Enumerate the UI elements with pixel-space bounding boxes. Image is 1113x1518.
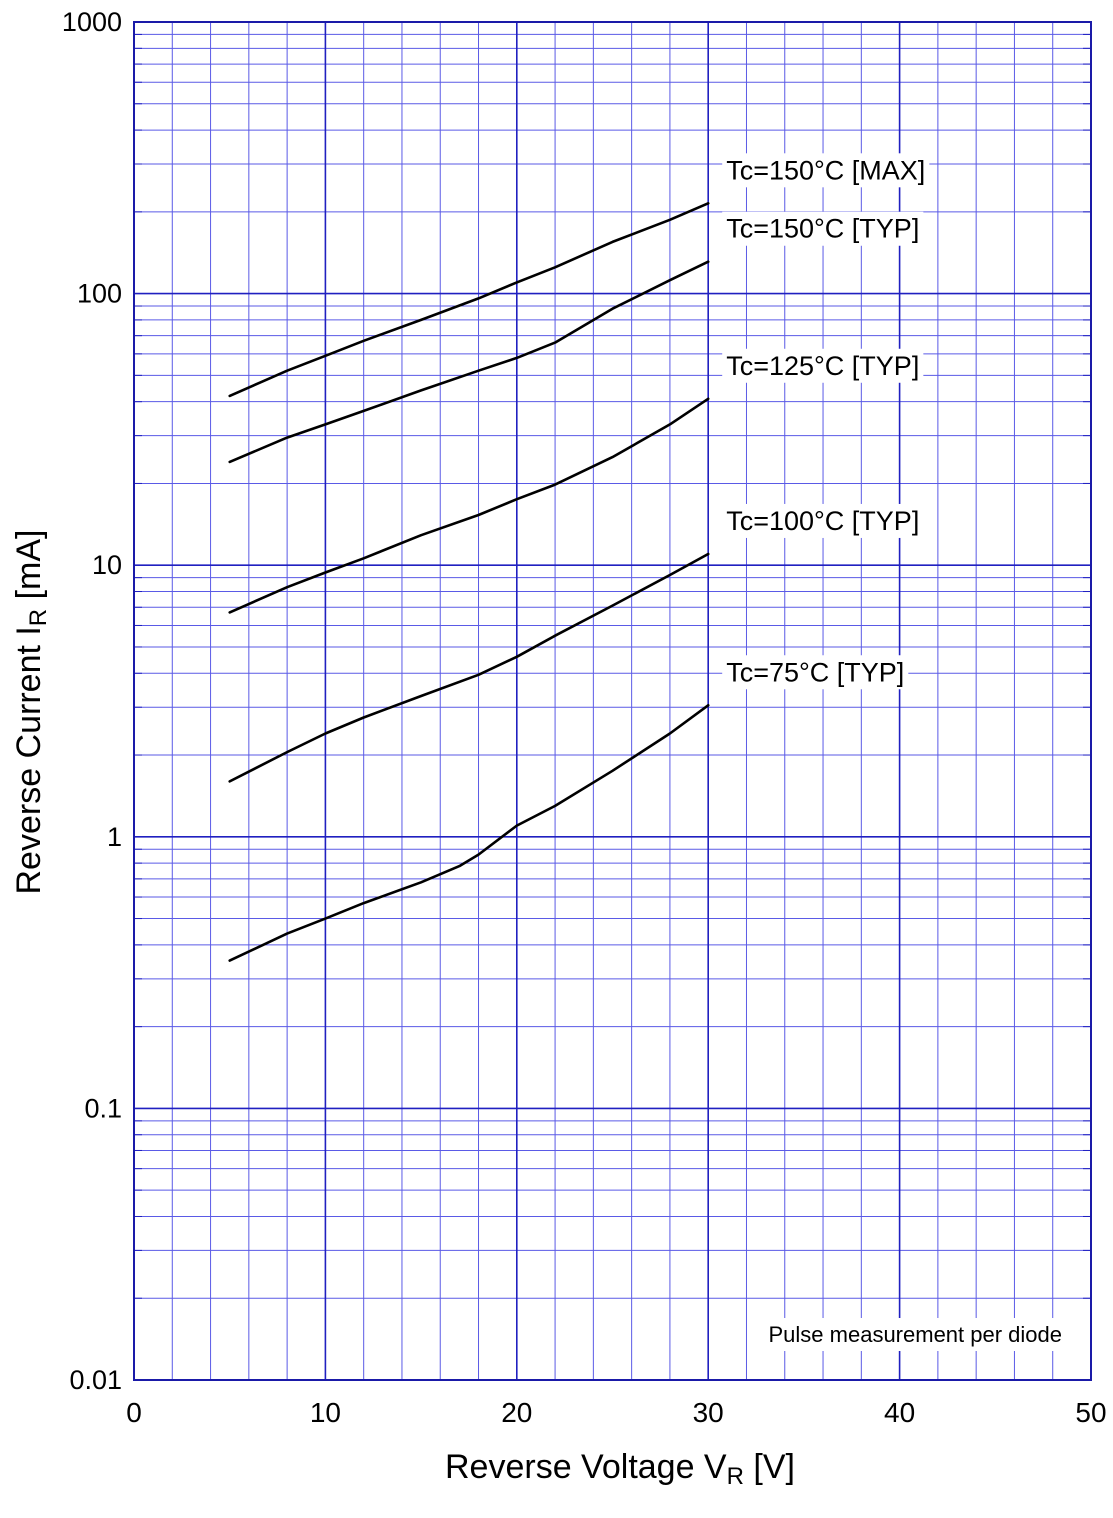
grid-major: [134, 22, 1091, 1380]
x-tick-label: 10: [310, 1397, 341, 1428]
series-label-0: Tc=150°C [MAX]: [726, 155, 925, 185]
series-label-backdrop: [722, 503, 924, 538]
x-tick-label: 50: [1075, 1397, 1106, 1428]
y-tick-label: 10: [92, 550, 122, 580]
series-line-1: [228, 260, 710, 464]
y-axis-title: Reverse Current IR [mA]: [10, 529, 52, 894]
y-tick-label: 0.1: [84, 1093, 122, 1123]
series-label-3: Tc=100°C [TYP]: [726, 506, 919, 536]
series-lines: [228, 202, 710, 962]
y-axis-title-unit: [mA]: [10, 529, 48, 608]
y-tick-label: 100: [77, 279, 122, 309]
y-tick-label: 1: [107, 822, 122, 852]
y-tick-label: 1000: [62, 7, 122, 37]
x-tick-label: 30: [693, 1397, 724, 1428]
x-axis-title-subscript: R: [727, 1463, 744, 1490]
series-label-1: Tc=150°C [TYP]: [726, 214, 919, 244]
series-labels: Tc=150°C [MAX] Tc=150°C [TYP] Tc=125°C [TY…: [722, 153, 930, 690]
series-label-backdrop: [722, 211, 924, 246]
series-label-backdrop: [722, 655, 909, 690]
series-line-3: [228, 552, 710, 783]
x-axis-title-unit: [V]: [744, 1448, 795, 1486]
y-axis-title-main: Reverse Current I: [10, 626, 48, 894]
series-line-0: [228, 202, 710, 398]
x-tick-label: 40: [884, 1397, 915, 1428]
measurement-note: Pulse measurement per diode: [769, 1322, 1063, 1347]
series-line-2: [228, 397, 710, 614]
measurement-note-backdrop: [762, 1318, 1068, 1351]
grid-minor: [134, 22, 1091, 1380]
y-axis-title-subscript: R: [25, 609, 52, 626]
series-label-4: Tc=75°C [TYP]: [726, 657, 904, 687]
y-axis-ticks: 0.01 0.1 1 10 100 1000: [62, 7, 122, 1395]
x-tick-label: 0: [126, 1397, 142, 1428]
series-line-4: [228, 703, 710, 962]
y-tick-label: 0.01: [69, 1365, 122, 1395]
x-axis-ticks: 0 10 20 30 40 50: [126, 1397, 1106, 1428]
series-label-backdrop: [722, 348, 924, 383]
series-label-2: Tc=125°C [TYP]: [726, 351, 919, 381]
series-label-backdrop: [722, 153, 930, 188]
x-axis-title: Reverse Voltage VR [V]: [445, 1448, 795, 1490]
x-tick-label: 20: [501, 1397, 532, 1428]
x-axis-title-main: Reverse Voltage V: [445, 1448, 727, 1486]
plot-frame: [133, 21, 1092, 1381]
plot-border: [133, 21, 1092, 1381]
